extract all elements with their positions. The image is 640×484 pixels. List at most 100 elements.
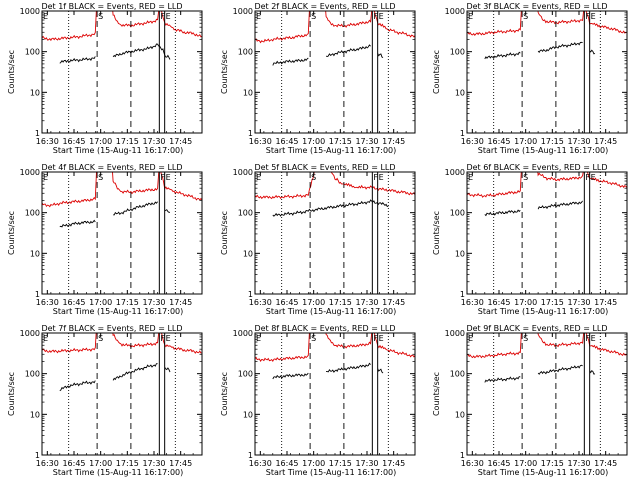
y-tick-label: 10 [455, 249, 465, 258]
y-tick-label: 1000 [20, 168, 40, 177]
marker-label: E [166, 173, 171, 182]
x-tick-label: 17:30 [567, 298, 590, 307]
marker-label: F [585, 12, 590, 21]
y-axis-label: Counts/sec [432, 211, 441, 255]
y-tick-label: 100 [25, 48, 40, 57]
x-tick-label: 17:30 [142, 459, 165, 468]
series-lld [467, 172, 627, 198]
x-tick-label: 17:45 [169, 137, 192, 146]
marker-label: E [468, 334, 473, 343]
y-axis-label: Counts/sec [7, 50, 16, 94]
marker-label: F [160, 12, 165, 21]
marker-label: S [311, 334, 316, 343]
series-lld [467, 333, 627, 359]
x-axis-label: Start Time (15-Aug-11 16:17:00) [266, 468, 397, 477]
x-tick-label: 16:30 [461, 137, 484, 146]
axes-frame [41, 171, 203, 295]
x-tick-label: 17:15 [116, 459, 139, 468]
y-tick-label: 100 [450, 209, 465, 218]
marker-label: E [591, 173, 596, 182]
marker-label: E [166, 12, 171, 21]
x-tick-label: 17:30 [567, 459, 590, 468]
marker-label: S [523, 12, 528, 21]
marker-label: E [379, 12, 384, 21]
marker-label: E [379, 334, 384, 343]
panel-title: Det 6f BLACK = Events, RED = LLD [466, 163, 607, 172]
y-tick-label: 100 [25, 370, 40, 379]
marker-label: E [166, 334, 171, 343]
x-tick-label: 16:30 [461, 459, 484, 468]
y-tick-label: 1000 [20, 329, 40, 338]
series-events [326, 362, 371, 373]
x-axis-label: Start Time (15-Aug-11 16:17:00) [478, 146, 609, 155]
series-events [59, 56, 96, 64]
series-events [112, 363, 158, 381]
y-axis-label: Counts/sec [432, 372, 441, 416]
y-tick-label: 1 [460, 129, 465, 138]
series-events [272, 372, 309, 380]
series-events [59, 380, 96, 392]
series-lld [42, 333, 202, 354]
y-tick-label: 100 [450, 48, 465, 57]
x-axis-label: Start Time (15-Aug-11 16:17:00) [53, 468, 184, 477]
marker-label: F [373, 334, 378, 343]
x-tick-label: 16:30 [36, 459, 59, 468]
x-tick-label: 17:15 [329, 298, 352, 307]
x-tick-label: 17:15 [329, 459, 352, 468]
y-tick-label: 10 [243, 249, 253, 258]
series-events [537, 41, 583, 54]
x-tick-label: 17:45 [382, 137, 405, 146]
x-tick-label: 16:30 [36, 137, 59, 146]
x-tick-label: 17:15 [329, 137, 352, 146]
y-tick-label: 1 [460, 290, 465, 299]
axes-frame [466, 171, 628, 295]
y-tick-label: 10 [243, 410, 253, 419]
panel-plot-area [467, 11, 627, 60]
panel-title: Det 5f BLACK = Events, RED = LLD [254, 163, 395, 172]
y-axis-label: Counts/sec [220, 372, 229, 416]
panel-plot-area [467, 172, 627, 217]
x-tick-label: 17:45 [382, 459, 405, 468]
panel-title: Det 1f BLACK = Events, RED = LLD [41, 2, 182, 11]
y-tick-label: 100 [238, 209, 253, 218]
y-tick-label: 100 [25, 209, 40, 218]
marker-label: E [43, 12, 48, 21]
marker-label: S [98, 12, 103, 21]
series-events [537, 200, 583, 210]
series-events [164, 366, 171, 373]
y-tick-label: 1000 [233, 168, 253, 177]
y-tick-label: 1000 [445, 7, 465, 16]
x-tick-label: 16:45 [487, 459, 510, 468]
x-tick-label: 17:00 [302, 137, 325, 146]
y-axis-label: Counts/sec [7, 211, 16, 255]
x-axis-label: Start Time (15-Aug-11 16:17:00) [53, 307, 184, 316]
x-tick-label: 17:30 [142, 137, 165, 146]
marker-label: S [523, 173, 528, 182]
marker-label: F [160, 334, 165, 343]
y-tick-label: 1 [460, 451, 465, 460]
marker-label: E [468, 12, 473, 21]
x-tick-label: 17:30 [355, 298, 378, 307]
y-tick-label: 1 [35, 290, 40, 299]
x-tick-label: 17:30 [355, 137, 378, 146]
y-tick-label: 100 [238, 48, 253, 57]
x-tick-label: 17:00 [514, 459, 537, 468]
x-tick-label: 17:00 [514, 298, 537, 307]
x-tick-label: 16:45 [62, 298, 85, 307]
y-tick-label: 100 [450, 370, 465, 379]
series-events [164, 209, 170, 213]
x-tick-label: 17:15 [116, 298, 139, 307]
y-tick-label: 10 [30, 88, 40, 97]
y-tick-label: 1 [35, 129, 40, 138]
x-tick-label: 17:45 [594, 298, 617, 307]
x-tick-label: 17:15 [541, 298, 564, 307]
marker-label: S [98, 173, 103, 182]
series-events [484, 51, 521, 60]
y-tick-label: 1000 [233, 7, 253, 16]
marker-label: S [523, 334, 528, 343]
x-tick-label: 17:00 [302, 459, 325, 468]
